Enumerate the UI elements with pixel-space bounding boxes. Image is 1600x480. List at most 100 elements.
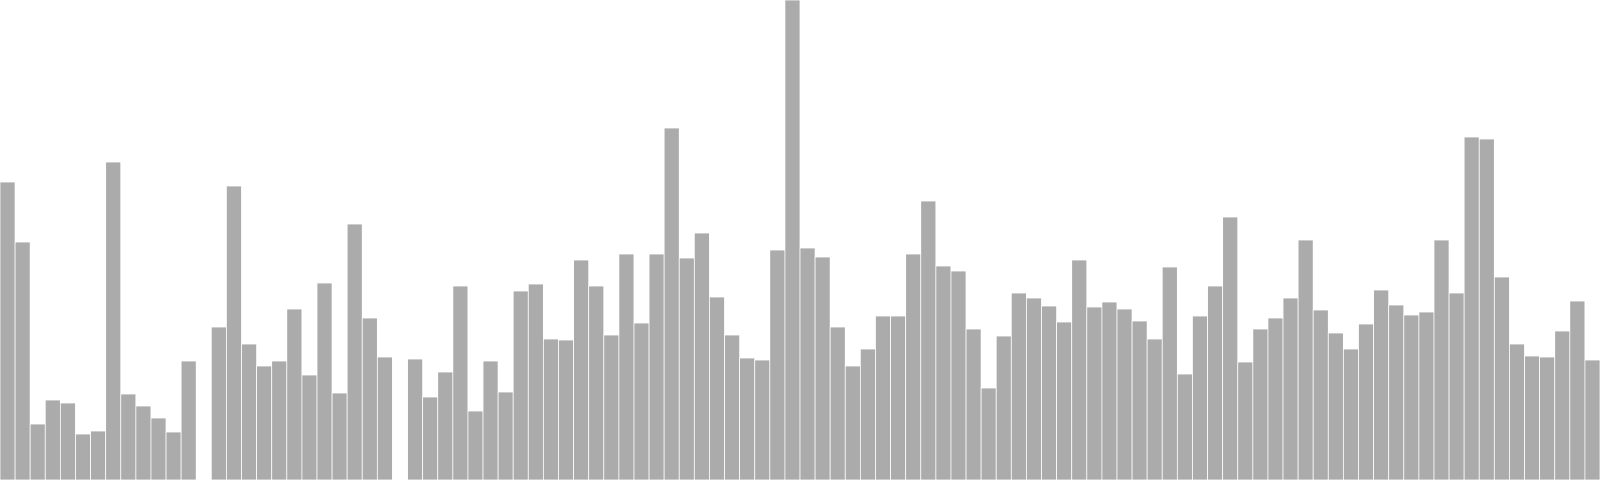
bar-61	[905, 253, 922, 480]
bar-3	[29, 423, 46, 480]
bar-65	[965, 328, 982, 480]
bar-40	[588, 285, 605, 480]
bar-31	[452, 285, 469, 480]
bar-46	[678, 257, 695, 480]
bar-20	[286, 308, 303, 480]
bar-24	[346, 223, 363, 480]
bar-51	[754, 359, 771, 480]
bar-34	[497, 391, 514, 480]
bar-56	[829, 326, 846, 480]
bar-75	[1116, 308, 1133, 480]
bar-33	[482, 360, 499, 480]
bar-82	[1222, 216, 1239, 480]
bar-54	[799, 247, 816, 480]
bar-59	[875, 315, 891, 480]
bar-81	[1207, 285, 1224, 480]
bar-5	[59, 402, 76, 480]
bar-43	[633, 322, 650, 480]
bar-35	[512, 290, 529, 480]
bar-49	[724, 334, 741, 480]
bar-95	[1418, 311, 1435, 480]
bar-93	[1388, 304, 1405, 480]
bar-22	[316, 282, 333, 480]
bar-13	[180, 360, 197, 480]
bar-64	[950, 270, 967, 480]
bar-68	[1010, 292, 1027, 480]
bar-106	[1584, 359, 1600, 480]
bar-66	[980, 387, 997, 480]
bar-17	[241, 343, 257, 480]
bar-96	[1433, 239, 1450, 480]
bar-38	[558, 339, 574, 480]
bar-91	[1358, 323, 1374, 480]
bar-102	[1524, 355, 1541, 480]
bar-70	[1041, 305, 1058, 480]
bar-41	[603, 334, 620, 480]
bar-77	[1146, 338, 1163, 480]
bar-26	[376, 356, 393, 480]
bar-1	[0, 181, 16, 480]
bar-103	[1539, 356, 1556, 480]
bar-71	[1056, 321, 1073, 480]
bar-86	[1282, 297, 1299, 480]
bar-18	[256, 365, 273, 480]
bar-72	[1071, 259, 1088, 480]
bar-104	[1554, 330, 1571, 480]
bar-23	[331, 392, 348, 480]
bar-11	[150, 417, 167, 480]
bar-98	[1463, 136, 1480, 480]
bar-6	[75, 433, 91, 480]
bar-76	[1131, 320, 1148, 480]
bar-94	[1403, 314, 1420, 480]
bar-52	[769, 249, 786, 480]
bar-101	[1509, 343, 1525, 480]
bar-60	[890, 315, 907, 480]
bar-62	[920, 200, 937, 480]
bar-63	[935, 265, 952, 480]
bar-37	[543, 338, 559, 480]
bar-99	[1478, 138, 1495, 480]
bar-92	[1373, 289, 1390, 480]
bar-8	[105, 161, 122, 480]
bar-30	[437, 371, 454, 480]
bar-80	[1192, 315, 1208, 480]
bar-12	[165, 431, 182, 480]
bar-100	[1493, 276, 1510, 480]
bar-88	[1312, 309, 1329, 480]
bar-16	[226, 185, 242, 480]
bar-84	[1252, 328, 1269, 480]
bar-9	[120, 393, 137, 480]
bar-42	[618, 253, 635, 480]
bar-78	[1161, 266, 1178, 480]
bar-50	[739, 357, 756, 480]
bar-87	[1297, 239, 1314, 480]
bar-73	[1086, 306, 1103, 480]
bar-105	[1569, 300, 1586, 480]
bar-25	[361, 317, 378, 480]
bar-2	[14, 241, 31, 480]
bar-90	[1343, 348, 1359, 480]
bar-69	[1026, 297, 1042, 480]
bar-4	[44, 399, 61, 480]
bar-44	[648, 253, 665, 480]
bar-48	[709, 296, 725, 480]
bar-10	[135, 405, 152, 480]
bar-79	[1176, 373, 1193, 480]
bar-74	[1101, 301, 1118, 480]
bar-39	[573, 259, 590, 480]
bar-45	[663, 127, 680, 480]
bar-57	[844, 365, 861, 480]
bar-67	[995, 335, 1012, 480]
bar-19	[271, 360, 288, 480]
bar-36	[527, 283, 544, 480]
bar-32	[467, 410, 484, 480]
bar-55	[814, 256, 831, 480]
bar-21	[301, 374, 318, 480]
bar-47	[693, 232, 710, 480]
bar-97	[1448, 292, 1465, 480]
bar-58	[859, 348, 876, 480]
bar-53	[784, 0, 801, 480]
bar-28	[407, 358, 424, 480]
